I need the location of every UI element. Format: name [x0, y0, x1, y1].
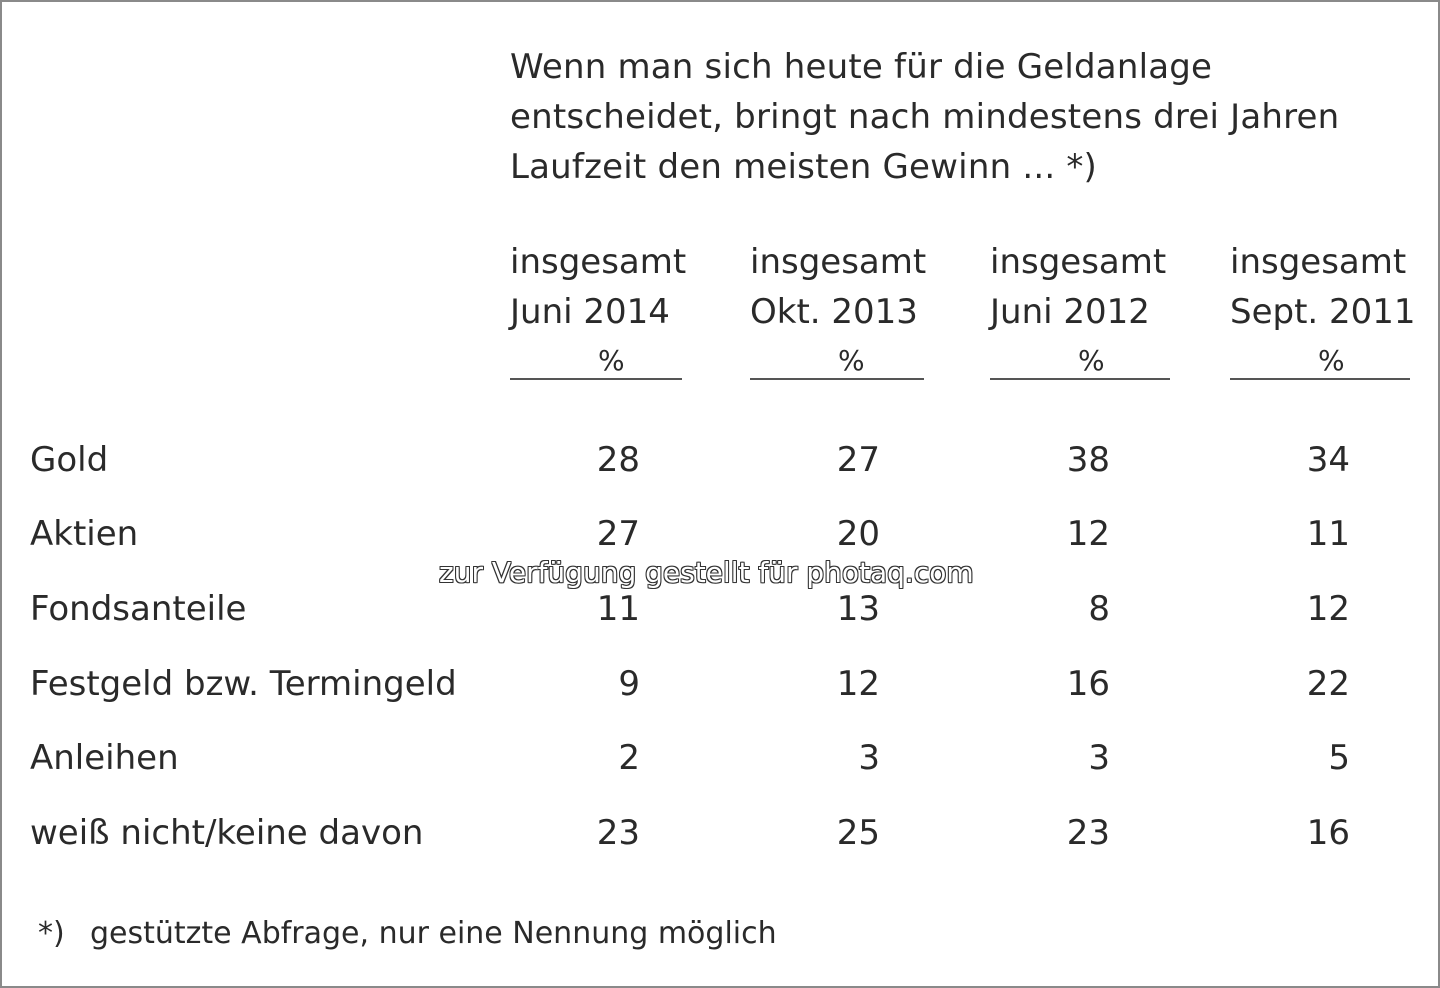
table-cell: 23: [1066, 813, 1110, 853]
table-cell: 3: [1088, 738, 1110, 778]
table-cell: 34: [1306, 440, 1350, 480]
table-cell: 12: [1306, 589, 1350, 629]
column-rule: [990, 378, 1170, 380]
row-label-gold: Gold: [30, 440, 109, 480]
row-label-anleihen: Anleihen: [30, 738, 179, 778]
table-cell: 27: [596, 514, 640, 554]
table-cell: 23: [596, 813, 640, 853]
table-cell: 20: [836, 514, 880, 554]
column-header-line2: Okt. 2013: [750, 292, 918, 332]
table-cell: 27: [836, 440, 880, 480]
column-rule: [510, 378, 682, 380]
footnote-marker: *): [38, 916, 65, 951]
column-header-line1: insgesamt: [1230, 242, 1407, 282]
table-cell: 2: [618, 738, 640, 778]
column-rule: [750, 378, 924, 380]
table-cell: 8: [1088, 589, 1110, 629]
table-title: Wenn man sich heute für die Geldanlage e…: [510, 47, 1340, 187]
table-cell: 12: [836, 664, 880, 704]
table-cell: 22: [1306, 664, 1350, 704]
column-header-juni-2014: insgesamt Juni 2014 %: [510, 237, 686, 379]
table-cell: 3: [858, 738, 880, 778]
table-cell: 13: [836, 589, 880, 629]
table-cell: 11: [1306, 514, 1350, 554]
footnote-text: gestützte Abfrage, nur eine Nennung mögl…: [90, 916, 777, 951]
column-header-line1: insgesamt: [750, 242, 927, 282]
footnote: *) gestützte Abfrage, nur eine Nennung mö…: [38, 914, 777, 954]
table-cell: 28: [596, 440, 640, 480]
column-header-okt-2013: insgesamt Okt. 2013 %: [750, 237, 926, 379]
column-header-unit: %: [838, 344, 865, 377]
column-header-juni-2012: insgesamt Juni 2012 %: [990, 237, 1166, 379]
table-cell: 16: [1066, 664, 1110, 704]
table-cell: 25: [836, 813, 880, 853]
row-label-aktien: Aktien: [30, 514, 139, 554]
table-cell: 5: [1328, 738, 1350, 778]
table-cell: 11: [596, 589, 640, 629]
watermark: zur Verfügung gestellt für photaq.com: [439, 556, 974, 589]
column-header-line1: insgesamt: [510, 242, 687, 282]
column-header-line2: Juni 2014: [510, 292, 670, 332]
column-header-line1: insgesamt: [990, 242, 1167, 282]
column-rule: [1230, 378, 1410, 380]
column-header-unit: %: [1318, 344, 1345, 377]
column-header-sept-2011: insgesamt Sept. 2011 %: [1230, 237, 1416, 379]
column-header-line2: Juni 2012: [990, 292, 1150, 332]
row-label-festgeld: Festgeld bzw. Termingeld: [30, 664, 457, 704]
row-label-fondsanteile: Fondsanteile: [30, 589, 247, 629]
column-header-unit: %: [598, 344, 625, 377]
row-label-weiss-nicht: weiß nicht/keine davon: [30, 813, 424, 853]
table-cell: 9: [618, 664, 640, 704]
table-cell: 38: [1066, 440, 1110, 480]
table-cell: 12: [1066, 514, 1110, 554]
column-header-line2: Sept. 2011: [1230, 292, 1416, 332]
table-cell: 16: [1306, 813, 1350, 853]
column-header-unit: %: [1078, 344, 1105, 377]
